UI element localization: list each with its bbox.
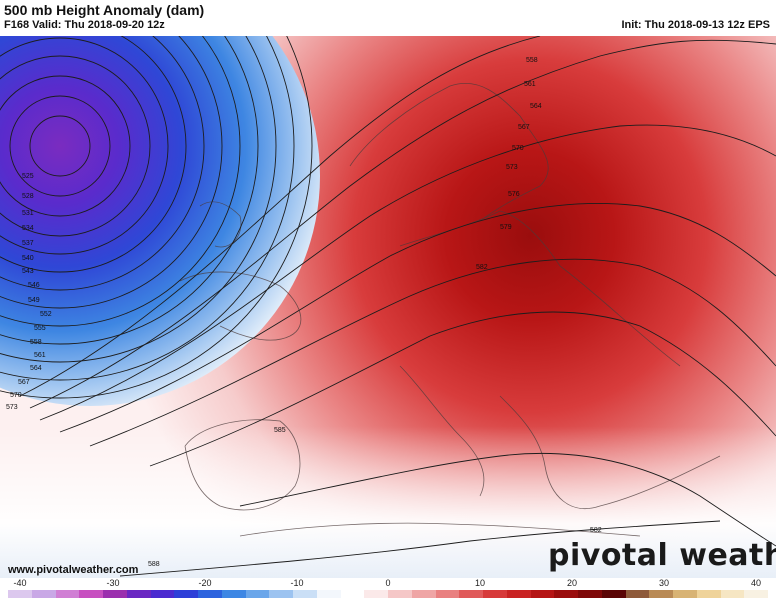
contour-label: 546 bbox=[28, 282, 40, 289]
colorbar-swatch bbox=[55, 590, 80, 598]
colorbar-swatch bbox=[649, 590, 673, 598]
colorbar-tick: 40 bbox=[750, 578, 762, 588]
colorbar-swatch bbox=[293, 590, 317, 598]
colorbar-swatch bbox=[696, 590, 721, 598]
contour-label-group: 525 528 531 534 537 540 543 546 549 552 … bbox=[6, 57, 602, 568]
contour-label: 585 bbox=[274, 427, 286, 434]
colorbar-swatch bbox=[31, 590, 56, 598]
colorbar-tick: 10 bbox=[474, 578, 486, 588]
colorbar-ticks: -40 -30 -20 -10 0 10 20 30 40 bbox=[0, 578, 776, 589]
contour-label: 555 bbox=[34, 325, 46, 332]
contour-label: 582 bbox=[476, 264, 488, 271]
contour-label: 558 bbox=[30, 339, 42, 346]
colorbar-swatch bbox=[744, 590, 768, 598]
height-contours bbox=[0, 36, 776, 577]
colorbar-swatch bbox=[316, 590, 341, 598]
contour-label: 534 bbox=[22, 225, 34, 232]
colorbar-swatch bbox=[126, 590, 151, 598]
contour-label: 567 bbox=[18, 379, 30, 386]
colorbar-tick: -10 bbox=[290, 578, 304, 588]
colorbar-tick: -40 bbox=[13, 578, 27, 588]
contour-label: 570 bbox=[512, 145, 524, 152]
colorbar-swatch bbox=[435, 590, 460, 598]
contour-label: 549 bbox=[28, 297, 40, 304]
contour-label: 528 bbox=[22, 193, 34, 200]
anomaly-map[interactable]: 525 528 531 534 537 540 543 546 549 552 … bbox=[0, 36, 776, 578]
contour-label: 573 bbox=[506, 164, 518, 171]
brand-logo: pivotal weather bbox=[548, 538, 776, 573]
colorbar-swatch bbox=[79, 590, 103, 598]
contour-label: 525 bbox=[22, 173, 34, 180]
contour-label: 588 bbox=[148, 561, 160, 568]
contour-label: 576 bbox=[508, 191, 520, 198]
colorbar-swatch bbox=[578, 590, 602, 598]
contour-label: 567 bbox=[518, 124, 530, 131]
colorbar-swatch bbox=[8, 590, 32, 598]
contour-label: 561 bbox=[34, 352, 46, 359]
map-title: 500 mb Height Anomaly (dam) bbox=[4, 2, 205, 18]
colorbar-swatch bbox=[245, 590, 270, 598]
contour-label: 540 bbox=[22, 255, 34, 262]
contour-label: 537 bbox=[22, 240, 34, 247]
colorbar-swatch bbox=[174, 590, 198, 598]
contour-label: 582 bbox=[590, 527, 602, 534]
colorbar-swatch bbox=[483, 590, 507, 598]
colorbar-tick: -20 bbox=[198, 578, 212, 588]
colorbar-swatch bbox=[506, 590, 531, 598]
contour-label: 573 bbox=[6, 404, 18, 411]
colorbar-swatch bbox=[554, 590, 578, 598]
contour-label: 570 bbox=[10, 392, 22, 399]
valid-time: F168 Valid: Thu 2018-09-20 12z bbox=[4, 19, 165, 31]
colorbar-swatch bbox=[150, 590, 175, 598]
colorbar-tick: 30 bbox=[658, 578, 670, 588]
contour-label: 564 bbox=[530, 103, 542, 110]
colorbar-swatch bbox=[388, 590, 412, 598]
colorbar-swatch bbox=[720, 590, 745, 598]
contour-label: 561 bbox=[524, 81, 536, 88]
colorbar-swatch bbox=[103, 590, 127, 598]
colorbar-swatch bbox=[411, 590, 436, 598]
contour-label: 558 bbox=[526, 57, 538, 64]
colorbar-swatch bbox=[625, 590, 650, 598]
colorbar-tick: -30 bbox=[106, 578, 120, 588]
website-credit: www.pivotalweather.com bbox=[8, 564, 139, 576]
contour-label: 531 bbox=[22, 210, 34, 217]
colorbar-swatch bbox=[198, 590, 222, 598]
contour-label: 552 bbox=[40, 311, 52, 318]
colorbar-strip bbox=[8, 590, 768, 598]
contour-label: 579 bbox=[500, 224, 512, 231]
colorbar-tick: 0 bbox=[385, 578, 391, 588]
colorbar-tick: 20 bbox=[566, 578, 578, 588]
init-time: Init: Thu 2018-09-13 12z EPS bbox=[621, 19, 770, 31]
colorbar-swatch bbox=[364, 590, 388, 598]
colorbar-swatch bbox=[601, 590, 626, 598]
colorbar-swatch bbox=[530, 590, 555, 598]
colorbar-swatch bbox=[269, 590, 293, 598]
contour-label: 564 bbox=[30, 365, 42, 372]
colorbar-swatch bbox=[673, 590, 697, 598]
header-bar: 500 mb Height Anomaly (dam) F168 Valid: … bbox=[0, 0, 776, 36]
colorbar-swatch bbox=[340, 590, 365, 598]
negative-anomaly-field bbox=[0, 36, 320, 406]
colorbar-swatch bbox=[221, 590, 246, 598]
colorbar: -40 -30 -20 -10 0 10 20 30 40 bbox=[0, 578, 776, 600]
contour-label: 543 bbox=[22, 268, 34, 275]
colorbar-swatch bbox=[459, 590, 483, 598]
